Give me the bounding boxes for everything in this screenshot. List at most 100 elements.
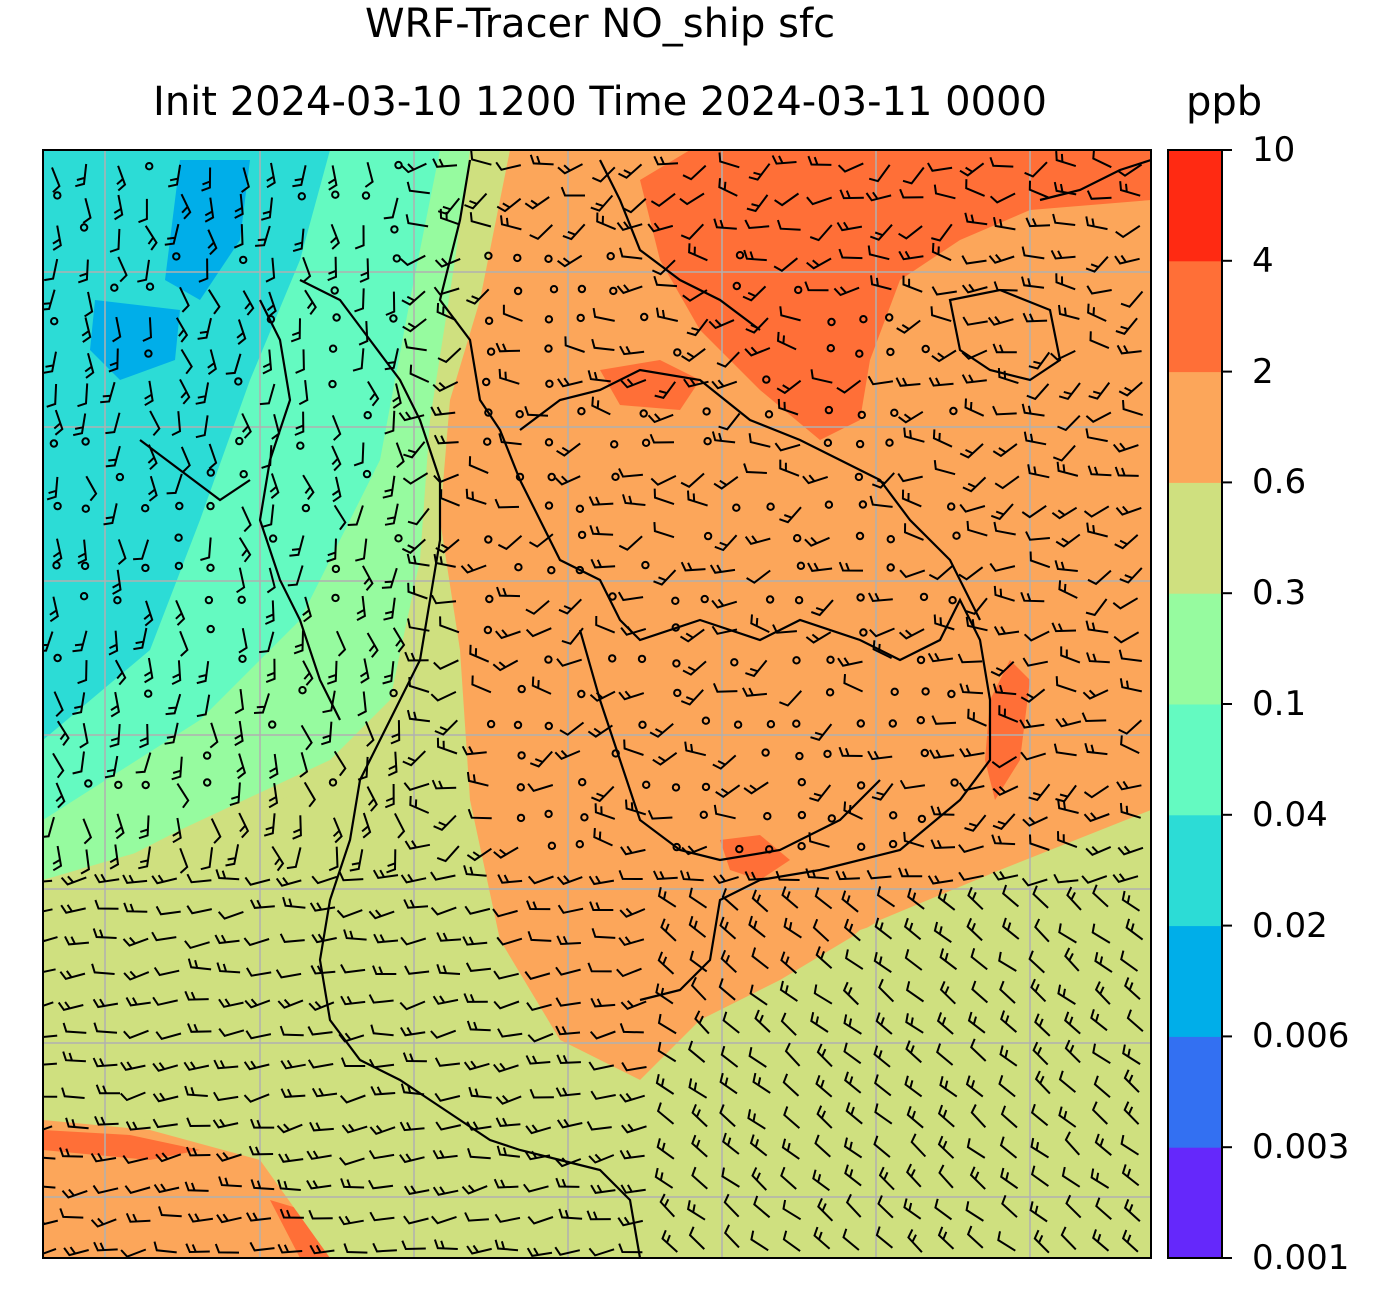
calm-wind-marker bbox=[79, 592, 89, 601]
wind-barb bbox=[372, 869, 399, 879]
wind-barb bbox=[135, 752, 152, 774]
wind-barb bbox=[902, 166, 925, 185]
calm-wind-marker bbox=[827, 317, 836, 327]
wind-barb bbox=[405, 214, 429, 228]
wind-barb bbox=[466, 1020, 491, 1032]
wind-barb bbox=[339, 1156, 365, 1166]
wind-barb bbox=[1087, 465, 1112, 477]
wind-barb bbox=[277, 1243, 303, 1254]
wind-barb bbox=[810, 723, 833, 741]
wind-barb bbox=[364, 721, 375, 747]
coastline-segment bbox=[1039, 158, 1151, 202]
wind-barb bbox=[216, 1213, 242, 1224]
wind-barb bbox=[138, 846, 151, 870]
wind-barb bbox=[234, 193, 244, 219]
calm-wind-marker bbox=[701, 782, 711, 792]
calm-wind-marker bbox=[947, 502, 956, 511]
wind-barb bbox=[1057, 415, 1081, 432]
wind-barb bbox=[208, 443, 218, 470]
wind-barb bbox=[1060, 1226, 1077, 1251]
wind-barb bbox=[1091, 923, 1111, 944]
wind-barb bbox=[620, 1184, 646, 1194]
wind-barb bbox=[992, 405, 1017, 416]
wind-barb bbox=[933, 459, 956, 476]
wind-barb bbox=[384, 348, 399, 371]
wind-barb bbox=[561, 627, 584, 645]
wind-barb bbox=[1126, 1009, 1144, 1033]
wind-barb bbox=[225, 353, 242, 375]
wind-barb bbox=[1023, 630, 1050, 642]
calm-wind-marker bbox=[206, 563, 215, 572]
wind-barb bbox=[1123, 1069, 1140, 1093]
wind-barb bbox=[618, 163, 643, 179]
colorbar-segment bbox=[1168, 260, 1222, 373]
wind-barb bbox=[43, 1125, 53, 1131]
wind-barb bbox=[217, 910, 244, 920]
wind-barb bbox=[327, 165, 338, 191]
wind-barb bbox=[383, 597, 396, 621]
wind-barb bbox=[1055, 533, 1081, 548]
wind-barb bbox=[843, 1014, 862, 1035]
wind-barb bbox=[776, 219, 801, 231]
wind-barb bbox=[1121, 1164, 1140, 1187]
wind-barb bbox=[469, 212, 492, 228]
wind-barb bbox=[931, 715, 957, 725]
calm-wind-marker bbox=[701, 716, 711, 725]
wind-barb bbox=[108, 348, 119, 373]
wind-barb bbox=[526, 1247, 553, 1257]
wind-barb bbox=[436, 737, 458, 755]
wind-barb bbox=[1119, 181, 1141, 197]
wind-barb bbox=[1056, 461, 1079, 477]
wind-barb bbox=[43, 1156, 56, 1160]
wind-barb bbox=[781, 886, 799, 909]
wind-barb bbox=[151, 874, 178, 885]
wind-barb bbox=[175, 317, 189, 343]
wind-barb bbox=[939, 1076, 958, 1098]
wind-barb bbox=[1057, 831, 1078, 849]
wind-barb bbox=[751, 947, 769, 970]
wind-barb bbox=[383, 197, 399, 220]
calm-wind-marker bbox=[886, 563, 895, 572]
wind-barb bbox=[384, 410, 396, 435]
calm-wind-marker bbox=[735, 251, 745, 260]
calm-wind-marker bbox=[53, 191, 62, 200]
wind-barb bbox=[779, 306, 801, 322]
wind-barb bbox=[358, 321, 369, 346]
calm-wind-marker bbox=[577, 689, 586, 699]
calm-wind-marker bbox=[114, 780, 123, 790]
wind-barb bbox=[872, 640, 893, 659]
wind-barb bbox=[264, 600, 275, 625]
wind-barb bbox=[368, 1179, 394, 1190]
calm-wind-marker bbox=[792, 656, 801, 665]
wind-barb bbox=[328, 846, 339, 872]
wind-barb bbox=[1112, 597, 1139, 610]
wind-barb bbox=[112, 316, 122, 343]
wind-barb bbox=[353, 442, 365, 467]
wind-barb bbox=[959, 683, 984, 695]
wind-barb bbox=[833, 286, 860, 297]
wind-barb bbox=[618, 535, 643, 551]
wind-barb bbox=[59, 1208, 84, 1219]
wind-barb bbox=[1020, 591, 1045, 603]
wind-barb bbox=[1085, 598, 1108, 617]
wind-barb bbox=[1058, 1106, 1077, 1128]
wind-barb bbox=[654, 1167, 674, 1189]
wind-barb bbox=[745, 317, 769, 334]
wind-barb bbox=[873, 1045, 891, 1068]
calm-wind-marker bbox=[792, 719, 801, 728]
wind-barb bbox=[654, 381, 677, 400]
calm-wind-marker bbox=[609, 286, 618, 296]
wind-barb bbox=[992, 443, 1018, 458]
wind-barb bbox=[1092, 150, 1112, 169]
wind-barb bbox=[903, 523, 924, 541]
wind-barb bbox=[1002, 884, 1020, 908]
wind-barb bbox=[843, 801, 863, 820]
wind-barb bbox=[109, 724, 121, 748]
wind-barb bbox=[90, 1152, 117, 1163]
wind-barb bbox=[1033, 1229, 1050, 1254]
field-blue bbox=[165, 160, 250, 300]
calm-wind-marker bbox=[919, 592, 929, 602]
wind-barb bbox=[1021, 877, 1048, 887]
wind-barb bbox=[590, 558, 616, 569]
colorbar-tick-label: 0.1 bbox=[1252, 684, 1307, 724]
